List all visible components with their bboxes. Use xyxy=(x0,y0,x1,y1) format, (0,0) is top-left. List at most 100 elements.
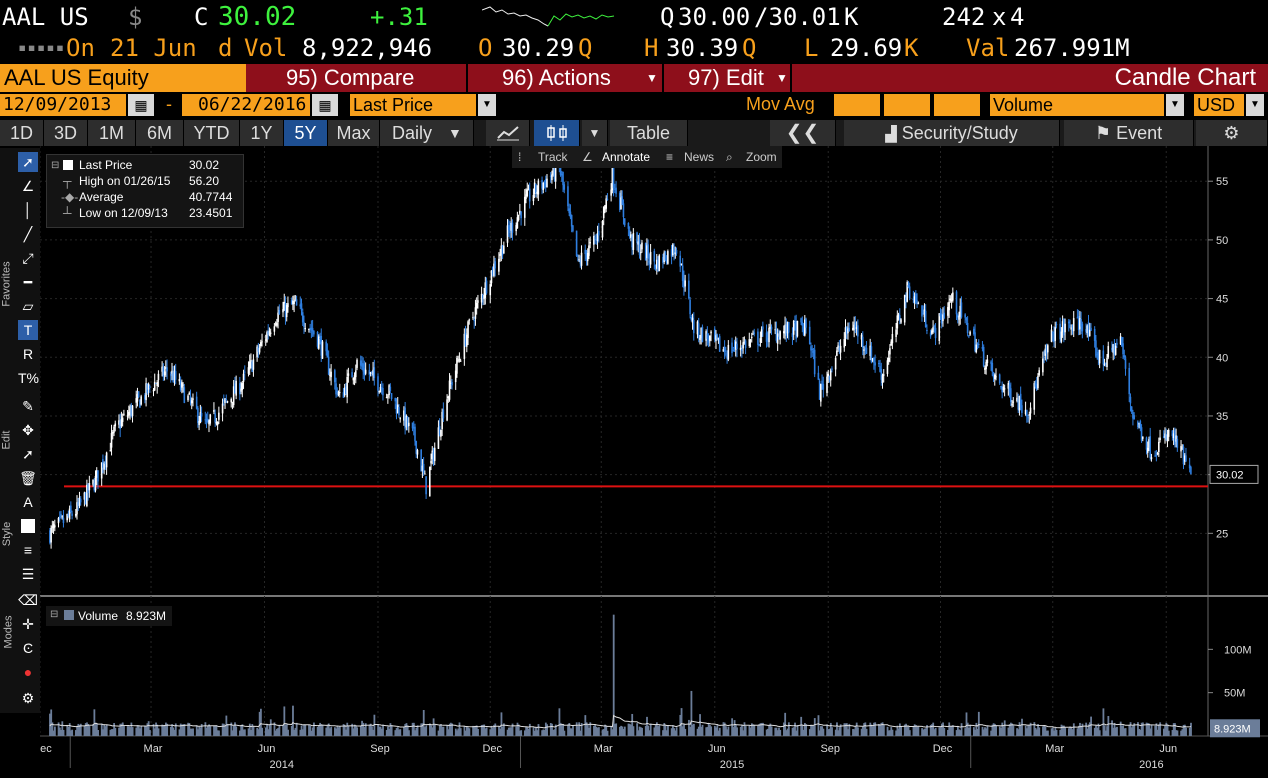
line-style-icon[interactable]: ≡ xyxy=(23,542,33,558)
ticker[interactable]: AAL US xyxy=(2,3,89,31)
candle-body xyxy=(688,280,690,299)
color-swatch-icon[interactable] xyxy=(18,516,38,536)
mov-avg-input-1[interactable] xyxy=(834,94,880,116)
volume-bar xyxy=(232,725,235,736)
track-button[interactable]: Track xyxy=(538,150,568,164)
candle-body xyxy=(371,371,373,373)
mov-avg-input-2[interactable] xyxy=(884,94,930,116)
volume-collapse-icon[interactable]: ⊟ xyxy=(50,609,59,620)
select-icon[interactable]: ➚ xyxy=(22,446,34,462)
trendline-icon[interactable]: ╱ xyxy=(23,226,33,242)
range-ytd[interactable]: YTD xyxy=(184,120,240,146)
candle-body xyxy=(811,348,813,351)
range-6m[interactable]: 6M xyxy=(136,120,184,146)
volume-bar xyxy=(463,726,466,736)
price-field-select[interactable]: Last Price xyxy=(350,94,476,116)
track-icon[interactable]: ⁞ xyxy=(518,150,522,164)
candle-body xyxy=(882,374,885,376)
calendar-icon-end[interactable]: ▦ xyxy=(312,94,338,116)
edit-button[interactable]: 97) Edit xyxy=(688,65,764,90)
range-max[interactable]: Max xyxy=(328,120,380,146)
chevron-down-icon[interactable]: ▼ xyxy=(478,94,496,116)
range-1m[interactable]: 1M xyxy=(88,120,136,146)
start-date-input[interactable]: 12/09/2013 xyxy=(0,94,126,116)
x-tick-label: Jun xyxy=(708,743,726,755)
volume-bar xyxy=(775,727,778,736)
end-date-input[interactable]: 06/22/2016 xyxy=(182,94,310,116)
period-select[interactable]: Daily ▼ xyxy=(380,120,474,146)
news-icon[interactable]: ≡ xyxy=(666,150,674,164)
retracement-icon[interactable]: R xyxy=(22,346,34,362)
range-3d[interactable]: 3D xyxy=(44,120,88,146)
range-1y[interactable]: 1Y xyxy=(240,120,284,146)
vertical-line-icon[interactable]: │ xyxy=(23,202,33,218)
security-field[interactable]: AAL US Equity xyxy=(0,64,246,92)
magnet-icon[interactable]: Ͼ xyxy=(22,640,34,656)
candle-chart-icon[interactable] xyxy=(534,120,580,146)
line-width-icon[interactable]: ☰ xyxy=(21,566,35,582)
zoom-button[interactable]: Zoom xyxy=(746,150,777,164)
line-chart-icon[interactable] xyxy=(486,120,530,146)
lower-study-select[interactable]: Volume xyxy=(990,94,1164,116)
annotate-icon[interactable]: ∠ xyxy=(582,150,593,164)
zoom-icon[interactable]: ⌕ xyxy=(726,150,733,164)
font-icon[interactable]: A xyxy=(23,494,33,510)
volume-bar xyxy=(750,723,753,736)
dots-icon[interactable]: ● xyxy=(23,664,33,680)
volume-bar xyxy=(813,718,816,736)
crosshair-icon[interactable]: ✛ xyxy=(22,616,34,632)
candle-body xyxy=(394,397,397,402)
line-tool-icon[interactable]: ∠ xyxy=(21,178,35,194)
volume-bar xyxy=(853,729,856,736)
candle-body xyxy=(568,208,570,213)
text-tool-icon[interactable]: T xyxy=(18,320,38,340)
candle-body xyxy=(923,309,926,318)
actions-dropdown-icon[interactable]: ▼ xyxy=(646,71,658,85)
volume-bar xyxy=(252,726,255,736)
edit-dropdown-icon[interactable]: ▼ xyxy=(776,71,788,85)
eraser-icon[interactable]: ⌫ xyxy=(18,592,38,608)
volume-bar xyxy=(458,722,461,736)
event-button[interactable]: ⚑ Event xyxy=(1064,120,1194,146)
pen-icon[interactable]: ✎ xyxy=(22,398,34,414)
percent-icon[interactable]: T% xyxy=(18,370,39,386)
pointer-icon[interactable]: ➚ xyxy=(18,152,38,172)
candle-chart[interactable]: Dec Mar Jun Sep Dec Mar Jun Sep Dec Mar Jun 2014 201… xyxy=(40,146,1268,778)
ray-icon[interactable]: ⤢ xyxy=(22,250,34,266)
candle-body xyxy=(447,396,450,399)
settings-gear-icon[interactable]: ⚙ xyxy=(21,690,35,706)
channel-icon[interactable]: ▱ xyxy=(22,298,34,314)
compare-button[interactable]: 95) Compare xyxy=(286,65,415,90)
gear-icon[interactable]: ⚙ xyxy=(1196,120,1268,146)
mov-avg-input-3[interactable] xyxy=(934,94,980,116)
currency-select[interactable]: USD xyxy=(1194,94,1244,116)
candle-body xyxy=(425,476,427,495)
table-button[interactable]: Table xyxy=(610,120,688,146)
calendar-icon[interactable]: ▦ xyxy=(128,94,154,116)
volume-bar xyxy=(284,724,287,736)
candle-body xyxy=(667,251,669,264)
volume-bar xyxy=(713,725,716,736)
volume-bar xyxy=(665,730,668,736)
volume-bar xyxy=(731,718,734,736)
trash-icon[interactable]: 🗑 xyxy=(19,470,37,486)
collapse-left-icon[interactable]: ❮❮ xyxy=(770,120,836,146)
chart-type-dropdown-icon[interactable]: ▼ xyxy=(582,120,608,146)
security-study-button[interactable]: ▟ Security/Study xyxy=(844,120,1060,146)
news-button[interactable]: News xyxy=(684,150,715,164)
candle-body xyxy=(966,322,969,334)
horizontal-line-icon[interactable]: ━ xyxy=(23,274,33,290)
range-5y[interactable]: 5Y xyxy=(284,120,328,146)
range-1d[interactable]: 1D xyxy=(0,120,44,146)
chevron-down-icon-2[interactable]: ▼ xyxy=(1166,94,1184,116)
chevron-down-icon-3[interactable]: ▼ xyxy=(1246,94,1264,116)
legend-collapse-icon[interactable]: ⊟ xyxy=(51,160,60,171)
volume-bar xyxy=(231,730,234,736)
annotate-button[interactable]: Annotate xyxy=(602,150,651,164)
move-icon[interactable]: ✥ xyxy=(22,422,34,438)
actions-button[interactable]: 96) Actions xyxy=(502,65,611,90)
volume-bar xyxy=(1128,724,1131,736)
volume-bar xyxy=(1079,722,1081,736)
x-tick-label: Sep xyxy=(820,743,840,755)
volume-bar xyxy=(510,727,513,736)
